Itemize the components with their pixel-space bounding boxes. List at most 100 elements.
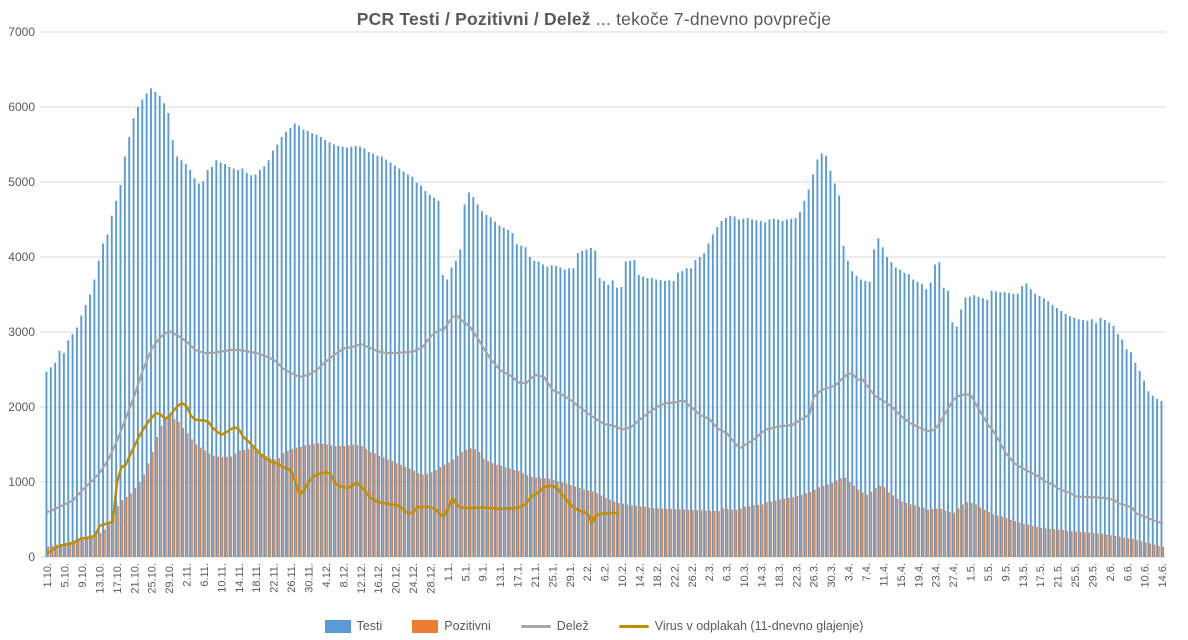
testi-bar bbox=[1064, 314, 1067, 557]
pozitivni-bar bbox=[600, 495, 603, 557]
testi-bar bbox=[542, 264, 544, 557]
pozitivni-bar bbox=[291, 449, 294, 557]
testi-bar bbox=[250, 175, 253, 557]
testi-bar bbox=[1012, 293, 1015, 557]
pozitivni-bar bbox=[757, 504, 760, 558]
pozitivni-bar bbox=[260, 453, 263, 557]
pozitivni-bar bbox=[1123, 537, 1125, 557]
x-tick-label: 25.10. bbox=[147, 563, 159, 594]
x-tick-label: 1.1. bbox=[443, 563, 455, 581]
testi-bar bbox=[54, 362, 57, 557]
pozitivni-bar bbox=[1014, 521, 1017, 557]
testi-bar bbox=[115, 200, 118, 557]
pozitivni-bar bbox=[896, 498, 899, 557]
testi-bar bbox=[481, 211, 483, 557]
x-tick-label: 20.12. bbox=[391, 563, 403, 594]
virus-v-odplakah-line bbox=[46, 402, 620, 554]
pozitivni-bar bbox=[160, 425, 163, 557]
pozitivni-bar bbox=[117, 506, 119, 557]
x-tick-label: 10.3. bbox=[739, 563, 751, 587]
testi-bar bbox=[846, 260, 849, 557]
pozitivni-bar bbox=[69, 541, 71, 558]
pozitivni-bar bbox=[60, 543, 63, 558]
testi-bar bbox=[812, 174, 814, 557]
pozitivni-bar bbox=[226, 456, 228, 558]
testi-bar bbox=[276, 144, 279, 557]
testi-bar bbox=[319, 137, 322, 557]
pozitivni-bar bbox=[870, 491, 873, 557]
pozitivni-bar bbox=[652, 508, 655, 557]
testi-bar bbox=[367, 152, 370, 557]
y-tick-label-3000: 3000 bbox=[8, 325, 35, 339]
testi-bar bbox=[219, 162, 222, 557]
testi-bar bbox=[973, 295, 976, 557]
testi-bar bbox=[711, 234, 714, 557]
pozitivni-bar bbox=[944, 510, 947, 557]
pozitivni-bar bbox=[1084, 532, 1086, 557]
testi-bar bbox=[1082, 320, 1085, 557]
pozitivni-bar bbox=[683, 509, 685, 557]
pozitivni-bar bbox=[827, 484, 829, 557]
pozitivni-bar bbox=[395, 463, 398, 557]
x-tick-label: 26.2. bbox=[687, 563, 699, 587]
pozitivni-bar bbox=[983, 509, 986, 557]
testi-bar bbox=[663, 281, 666, 557]
pozitivni-bar bbox=[844, 477, 847, 557]
pozitivni-bar bbox=[613, 501, 616, 557]
testi-bar bbox=[742, 218, 745, 557]
testi-bar bbox=[176, 156, 179, 557]
testi-bar bbox=[650, 278, 653, 557]
pozitivni-bar bbox=[348, 445, 350, 557]
x-tick-label: 2.2. bbox=[582, 563, 594, 581]
pozitivni-bar bbox=[169, 416, 172, 557]
testi-bar bbox=[346, 147, 348, 557]
testi-bar bbox=[777, 219, 780, 557]
pozitivni-bar bbox=[1149, 543, 1152, 557]
pozitivni-bar bbox=[1145, 542, 1147, 558]
testi-bar bbox=[990, 290, 993, 557]
testi-bar bbox=[589, 248, 592, 557]
pozitivni-bar bbox=[644, 506, 646, 557]
testi-bar bbox=[1151, 395, 1154, 557]
testi-bar bbox=[393, 165, 396, 557]
pozitivni-bar bbox=[1049, 528, 1051, 558]
testi-bar bbox=[293, 123, 296, 557]
x-tick-label: 25.1. bbox=[547, 563, 559, 587]
pozitivni-bar bbox=[387, 459, 389, 557]
x-tick-label: 3.4. bbox=[844, 563, 856, 581]
pozitivni-bar bbox=[605, 497, 607, 557]
pozitivni-bar bbox=[213, 455, 215, 557]
pozitivni-bar bbox=[500, 465, 503, 557]
testi-bar bbox=[1051, 305, 1054, 557]
testi-bar bbox=[633, 260, 636, 557]
pozitivni-bar bbox=[217, 456, 219, 557]
pozitivni-bar bbox=[587, 490, 590, 557]
pozitivni-bar bbox=[848, 482, 851, 557]
testi-bar bbox=[803, 200, 806, 557]
testi-bar bbox=[350, 146, 353, 557]
x-tick-label: 5.1. bbox=[460, 563, 472, 581]
testi-bar bbox=[472, 197, 475, 557]
x-tick-label: 23.4. bbox=[931, 563, 943, 587]
testi-bar bbox=[298, 125, 301, 557]
testi-bar bbox=[960, 309, 963, 557]
x-tick-label: 11.4. bbox=[878, 563, 890, 587]
testi-bar bbox=[1134, 362, 1137, 557]
pozitivni-bar bbox=[417, 473, 420, 557]
testi-bar bbox=[511, 233, 514, 557]
x-tick-label: 10.2. bbox=[617, 563, 629, 587]
testi-bar bbox=[572, 268, 575, 557]
testi-bar bbox=[681, 271, 684, 557]
pozitivni-bar bbox=[949, 512, 951, 557]
pozitivni-bar bbox=[278, 458, 280, 557]
testi-bar bbox=[136, 107, 139, 557]
testi-bar bbox=[385, 159, 388, 557]
pozitivni-bar bbox=[979, 507, 982, 557]
pozitivni-bar bbox=[966, 502, 969, 557]
pozitivni-bar bbox=[1018, 522, 1021, 557]
testi-bar bbox=[868, 281, 871, 557]
testi-bar bbox=[211, 167, 213, 557]
testi-bar bbox=[524, 247, 527, 557]
testi-bar bbox=[132, 118, 135, 557]
pozitivni-bar bbox=[91, 535, 93, 557]
